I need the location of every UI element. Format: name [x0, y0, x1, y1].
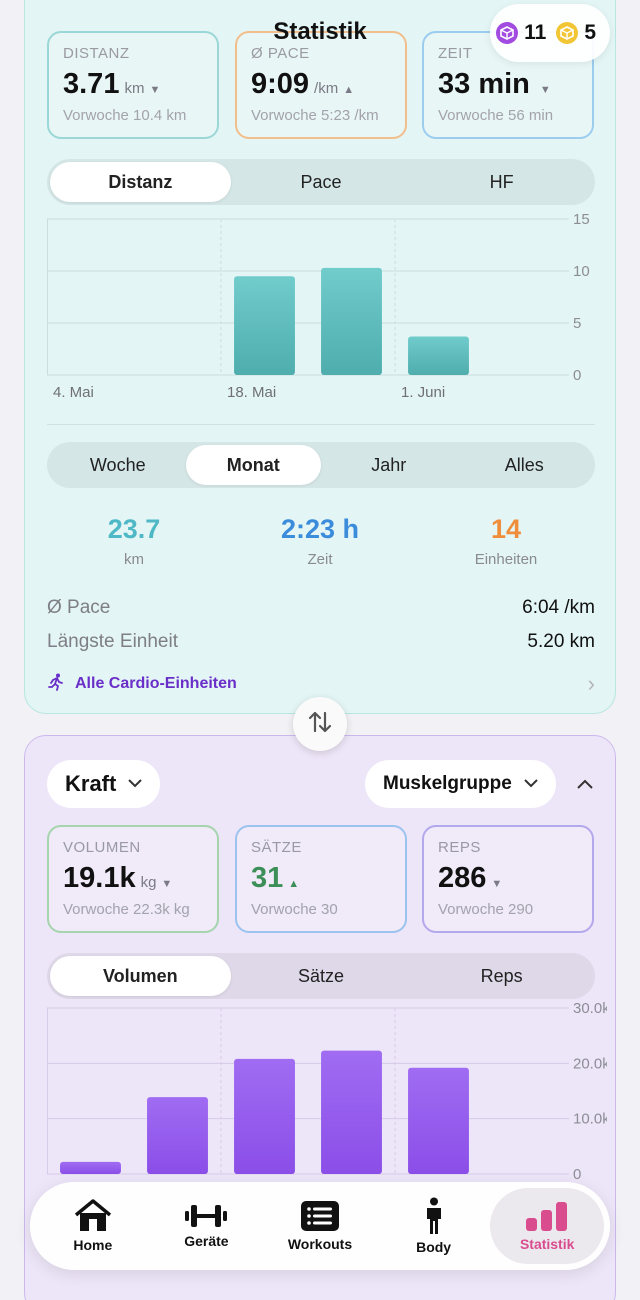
- tab-distanz[interactable]: Distanz: [50, 162, 231, 202]
- tab-hf[interactable]: HF: [489, 171, 514, 192]
- header: Statistik 11 5: [0, 0, 640, 70]
- tab-woche[interactable]: Woche: [89, 454, 146, 475]
- bar: [234, 276, 295, 375]
- y-tick-label: 0: [573, 1166, 581, 1183]
- swap-arrows-icon: [306, 709, 334, 740]
- bar: [321, 267, 382, 375]
- trend-up-icon: ▲: [343, 84, 355, 96]
- bar: [408, 1067, 469, 1174]
- summary-km: 23.7 km: [107, 514, 161, 568]
- person-icon: [423, 1197, 445, 1235]
- muscle-group-select[interactable]: Muskelgruppe: [365, 760, 556, 808]
- x-tick-label: 4. Mai: [53, 384, 94, 401]
- chevron-right-icon: ›: [587, 671, 595, 696]
- collapse-chevron-up-icon[interactable]: [577, 776, 593, 794]
- gem-purple-count: 11: [524, 21, 547, 44]
- y-tick-label: 20.0k: [573, 1055, 607, 1072]
- trend-down-icon: ▼: [491, 878, 503, 890]
- metric-distanz[interactable]: DISTANZ 3.71 km ▼ Vorwoche 10.4 km: [47, 31, 219, 139]
- y-tick-label: 10.0k: [573, 1111, 607, 1128]
- metric-value: 286: [438, 862, 487, 894]
- cardio-bar-chart: 15 10 5 0 4. Mai 18. Mai 1. Juni: [47, 211, 590, 401]
- purple-gem-icon: [496, 22, 519, 44]
- chevron-down-icon: [524, 775, 538, 793]
- trend-down-icon: ▼: [539, 84, 551, 96]
- tab-pace[interactable]: Pace: [300, 171, 342, 192]
- runner-icon: [47, 673, 65, 696]
- x-tick-label: 1. Juni: [401, 384, 445, 401]
- home-icon: [74, 1199, 112, 1233]
- swap-button[interactable]: [293, 697, 347, 751]
- summary-zeit: 2:23 h Zeit: [280, 514, 360, 568]
- bar: [147, 1097, 208, 1174]
- metric-value: 3.71: [63, 68, 120, 100]
- gem-balance[interactable]: 11 5: [490, 4, 610, 62]
- metric-value: 9:09: [251, 68, 310, 100]
- bar: [408, 336, 469, 375]
- tab-statistik[interactable]: Statistik: [490, 1188, 604, 1264]
- divider: [47, 424, 595, 425]
- gem-purple: 11: [496, 21, 546, 45]
- gem-yellow: 5: [556, 21, 596, 45]
- kraft-bar-chart: 30.0k 20.0k 10.0k 0: [47, 1000, 607, 1183]
- tab-reps[interactable]: Reps: [480, 965, 523, 986]
- y-tick-label: 0: [573, 367, 581, 384]
- cardio-chart-tabs: Distanz Pace HF: [47, 159, 595, 205]
- tab-jahr[interactable]: Jahr: [371, 454, 407, 475]
- tab-home[interactable]: Home: [36, 1188, 150, 1264]
- kraft-chart-tabs: Volumen Sätze Reps: [47, 953, 595, 999]
- all-cardio-link[interactable]: Alle Cardio-Einheiten ›: [47, 671, 595, 697]
- metric-pace[interactable]: Ø PACE 9:09/km ▲ Vorwoche 5:23 /km: [235, 31, 407, 139]
- dumbbell-icon: [184, 1203, 228, 1229]
- tab-volumen[interactable]: Volumen: [50, 956, 231, 996]
- x-tick-label: 18. Mai: [227, 384, 276, 401]
- stat-row-pace: Ø Pace 6:04 /km: [47, 597, 595, 618]
- trend-down-icon: ▼: [149, 84, 161, 96]
- tab-workouts[interactable]: Workouts: [263, 1188, 377, 1264]
- chevron-down-icon: [128, 775, 143, 793]
- metric-value: 33 min: [438, 68, 530, 100]
- metric-volumen[interactable]: VOLUMEN 19.1k kg ▼ Vorwoche 22.3k kg: [47, 825, 219, 933]
- yellow-gem-icon: [556, 22, 579, 44]
- bar: [60, 1161, 121, 1174]
- bar: [234, 1058, 295, 1174]
- metric-value: 31: [251, 862, 284, 894]
- tab-alles[interactable]: Alles: [504, 454, 544, 475]
- stat-row-longest: Längste Einheit 5.20 km: [47, 631, 595, 652]
- gem-yellow-count: 5: [584, 21, 596, 44]
- trend-down-icon: ▼: [161, 878, 173, 890]
- metric-reps[interactable]: REPS 286 ▼ Vorwoche 290: [422, 825, 594, 933]
- trend-up-icon: ▲: [288, 878, 300, 890]
- y-tick-label: 10: [573, 263, 590, 280]
- tab-body[interactable]: Body: [377, 1188, 491, 1264]
- summary-einheiten: 14 Einheiten: [474, 514, 538, 568]
- y-tick-label: 15: [573, 211, 590, 228]
- metric-saetze[interactable]: SÄTZE 31 ▲ Vorwoche 30: [235, 825, 407, 933]
- bottom-tab-bar: Home Geräte Workouts Body Statistik: [30, 1182, 610, 1270]
- period-tabs: Woche Monat Jahr Alles: [47, 442, 595, 488]
- tab-monat[interactable]: Monat: [185, 445, 321, 485]
- cardio-card: DISTANZ 3.71 km ▼ Vorwoche 10.4 km Ø PACE …: [24, 0, 616, 714]
- bar: [321, 1050, 382, 1174]
- bar-chart-icon: [525, 1200, 569, 1232]
- type-select[interactable]: Kraft: [47, 760, 161, 808]
- list-icon: [300, 1200, 340, 1232]
- page-title: Statistik: [273, 18, 367, 45]
- tab-geraete[interactable]: Geräte: [150, 1188, 264, 1264]
- tab-saetze[interactable]: Sätze: [297, 965, 345, 986]
- y-tick-label: 5: [573, 315, 581, 332]
- y-tick-label: 30.0k: [573, 1000, 607, 1017]
- metric-value: 19.1k: [63, 862, 136, 894]
